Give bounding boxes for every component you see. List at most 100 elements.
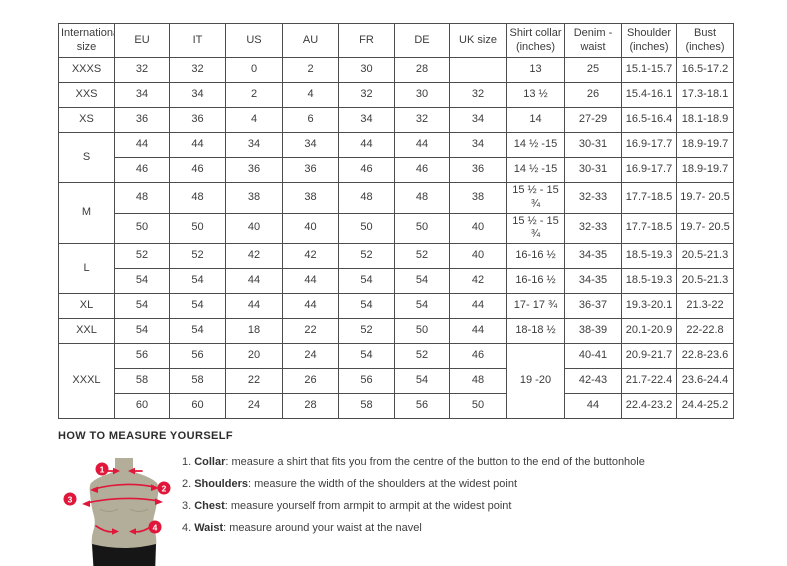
table-cell: 28 [394, 57, 450, 83]
table-cell: 48 [114, 182, 170, 214]
table-cell: 48 [338, 182, 395, 214]
table-row: L 52 52 42 42 52 52 40 16-16 ½ 34-35 18.5-19.3 20.5… [58, 243, 734, 294]
table-cell [449, 57, 507, 83]
measure-guide-title: HOW TO MEASURE YOURSELF [58, 430, 234, 442]
table-cell: 18.5-19.3 [621, 243, 677, 269]
table-cell: 25 [564, 57, 622, 83]
table-cell: 44 [394, 132, 450, 158]
table-cell: 58 [338, 393, 395, 419]
table-cell: 38-39 [564, 318, 622, 344]
table-cell: 40 [449, 243, 507, 269]
table-cell: 22.4-23.2 [621, 393, 677, 419]
table-cell: 46 [394, 157, 450, 183]
column-header: Shirt collar (inches) [506, 23, 565, 58]
table-cell: XS [58, 107, 115, 133]
table-cell: 50 [449, 393, 507, 419]
table-cell: 54 [338, 343, 395, 369]
table-cell: 56 [338, 368, 395, 394]
table-cell: 60 [114, 393, 170, 419]
collar-arrowheads [113, 467, 135, 475]
measure-guide-section: HOW TO MEASURE YOURSELF [58, 430, 758, 566]
table-cell: 19.7- 20.5 [676, 212, 734, 244]
mannequin-chest-line [99, 508, 149, 513]
measure-step: 1. Collar: measure a shirt that fits you … [182, 456, 645, 468]
table-cell: 16-16 ½ [506, 268, 565, 294]
table-cell: 54 [394, 268, 450, 294]
table-cell: 44 [225, 268, 283, 294]
table-cell: 18-18 ½ [506, 318, 565, 344]
table-cell: 21.3-22 [676, 293, 734, 319]
measure-badge-4: 4 [148, 520, 162, 534]
svg-text:4: 4 [153, 523, 158, 533]
table-row: M 48 48 38 38 48 48 38 15 ½ - 15 ¾ 32-33 17.7-18.5… [58, 182, 734, 244]
table-cell: XXS [58, 82, 115, 108]
table-cell: 40-41 [564, 343, 622, 369]
table-cell: 32 [449, 82, 507, 108]
table-cell: 36 [114, 107, 170, 133]
table-row: 58 58 22 26 56 54 48 42-43 21.7-22.4 23.6-24.4 [59, 368, 734, 394]
table-cell: 54 [394, 293, 450, 319]
table-cell: 22 [225, 368, 283, 394]
table-cell: 22 [282, 318, 339, 344]
column-header: Denim - waist [564, 23, 622, 58]
table-cell: 44 [564, 393, 622, 419]
table-cell: 58 [114, 368, 170, 394]
table-cell: 32-33 [564, 182, 622, 214]
table-row: XS 36 36 4 6 34 32 34 14 27-29 16.5-16.4 18.1-18.9 [58, 107, 734, 133]
table-cell: 58 [169, 368, 226, 394]
table-cell: 14 [506, 107, 565, 133]
column-header: UK size [449, 23, 507, 58]
table-cell: 36 [169, 107, 226, 133]
table-cell: S [58, 132, 115, 183]
table-cell: 56 [169, 343, 226, 369]
table-cell: 52 [114, 243, 170, 269]
table-cell: 26 [564, 82, 622, 108]
table-cell: 32 [169, 57, 226, 83]
table-cell: 42 [225, 243, 283, 269]
table-cell: 18.1-18.9 [676, 107, 734, 133]
table-cell: 52 [169, 243, 226, 269]
table-cell: 30 [338, 57, 395, 83]
table-cell: 60 [169, 393, 226, 419]
table-cell: 20.9-21.7 [621, 343, 677, 369]
table-cell: XXXL [58, 343, 115, 419]
table-cell: 50 [114, 212, 170, 244]
table-cell: 54 [114, 293, 170, 319]
table-cell: 38 [282, 182, 339, 214]
table-cell: 50 [169, 212, 226, 244]
table-cell: L [58, 243, 115, 294]
table-cell: 42 [449, 268, 507, 294]
column-header: US [225, 23, 283, 58]
table-cell: 44 [282, 268, 339, 294]
table-cell: 56 [114, 343, 170, 369]
mannequin-figure: 1 2 3 4 [63, 458, 171, 566]
table-cell: 54 [169, 268, 226, 294]
measure-step: 4. Waist: measure around your waist at th… [182, 522, 422, 534]
column-header: DE [394, 23, 450, 58]
measure-steps: 1. Collar: measure a shirt that fits you … [182, 454, 645, 544]
table-cell: 20 [225, 343, 283, 369]
table-cell: 42 [282, 243, 339, 269]
shoulders-measure-line [93, 483, 156, 490]
table-cell: 14 ½ -15 [506, 157, 565, 183]
table-cell: 48 [449, 368, 507, 394]
table-row: XXL 54 54 18 22 52 50 44 18-18 ½ 38-39 20.1-20.9 22… [58, 318, 734, 344]
table-cell: 44 [114, 132, 170, 158]
table-cell: 54 [338, 268, 395, 294]
table-cell: 36 [449, 157, 507, 183]
table-cell: 56 [394, 393, 450, 419]
measure-step: 3. Chest: measure yourself from armpit to… [182, 500, 512, 512]
measure-badge-2: 2 [157, 481, 171, 495]
measure-badge-1: 1 [95, 462, 109, 476]
table-cell: 48 [169, 182, 226, 214]
table-cell: 52 [338, 318, 395, 344]
svg-text:1: 1 [100, 465, 105, 475]
table-cell: 44 [449, 318, 507, 344]
table-cell: M [58, 182, 115, 244]
table-row: XL 54 54 44 44 54 54 44 17- 17 ¾ 36-37 19.3-20.1 21… [58, 293, 734, 319]
table-cell: 32 [338, 82, 395, 108]
table-cell: 50 [338, 212, 395, 244]
table-cell: 27-29 [564, 107, 622, 133]
